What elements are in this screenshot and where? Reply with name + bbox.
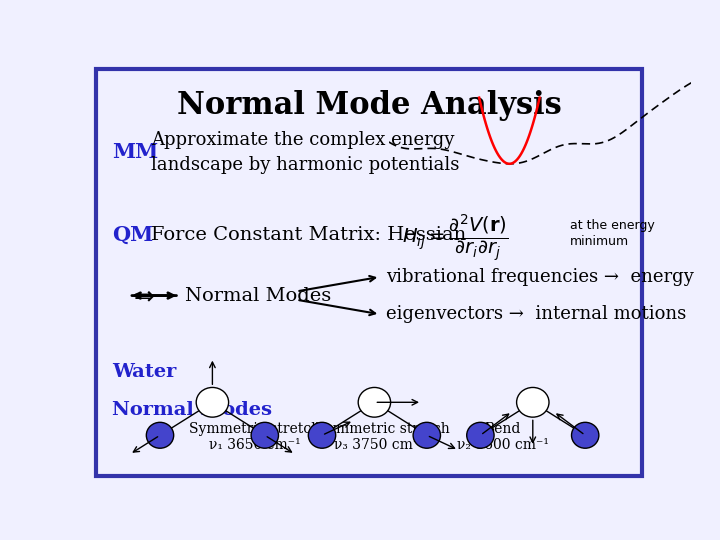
Ellipse shape bbox=[516, 388, 549, 417]
Text: ν₃ 3750 cm⁻¹: ν₃ 3750 cm⁻¹ bbox=[334, 438, 426, 453]
Ellipse shape bbox=[196, 388, 228, 417]
Text: ν₂ 1600 cm⁻¹: ν₂ 1600 cm⁻¹ bbox=[457, 438, 549, 453]
Text: Normal Modes: Normal Modes bbox=[112, 401, 272, 419]
Text: Normal Mode Analysis: Normal Mode Analysis bbox=[176, 90, 562, 121]
Text: eigenvectors →  internal motions: eigenvectors → internal motions bbox=[386, 305, 686, 323]
Ellipse shape bbox=[572, 422, 599, 448]
Ellipse shape bbox=[146, 422, 174, 448]
Text: Force Constant Matrix: Hessian: Force Constant Matrix: Hessian bbox=[151, 226, 467, 244]
Text: Water: Water bbox=[112, 363, 176, 381]
Text: QM: QM bbox=[112, 225, 153, 245]
Text: Approximate the complex energy
landscape by harmonic potentials: Approximate the complex energy landscape… bbox=[151, 131, 460, 174]
Text: ν₁ 3650 cm⁻¹: ν₁ 3650 cm⁻¹ bbox=[209, 438, 300, 453]
Text: $\Rightarrow$: $\Rightarrow$ bbox=[129, 284, 156, 308]
Text: Symmetric stretch: Symmetric stretch bbox=[189, 422, 320, 436]
Ellipse shape bbox=[467, 422, 494, 448]
Text: MM: MM bbox=[112, 142, 158, 162]
Ellipse shape bbox=[308, 422, 336, 448]
Text: Bend: Bend bbox=[485, 422, 521, 436]
Text: vibrational frequencies →  energy: vibrational frequencies → energy bbox=[386, 268, 693, 286]
Ellipse shape bbox=[413, 422, 441, 448]
Text: Asymmetric stretch: Asymmetric stretch bbox=[311, 422, 449, 436]
Text: at the energy
minimum: at the energy minimum bbox=[570, 219, 654, 248]
Text: $H_{ij} = \dfrac{\partial^2 V(\mathbf{r})}{\partial r_i \partial r_j}$: $H_{ij} = \dfrac{\partial^2 V(\mathbf{r}… bbox=[402, 212, 509, 262]
Text: Normal Modes: Normal Modes bbox=[185, 287, 331, 305]
Ellipse shape bbox=[251, 422, 279, 448]
Ellipse shape bbox=[359, 388, 391, 417]
